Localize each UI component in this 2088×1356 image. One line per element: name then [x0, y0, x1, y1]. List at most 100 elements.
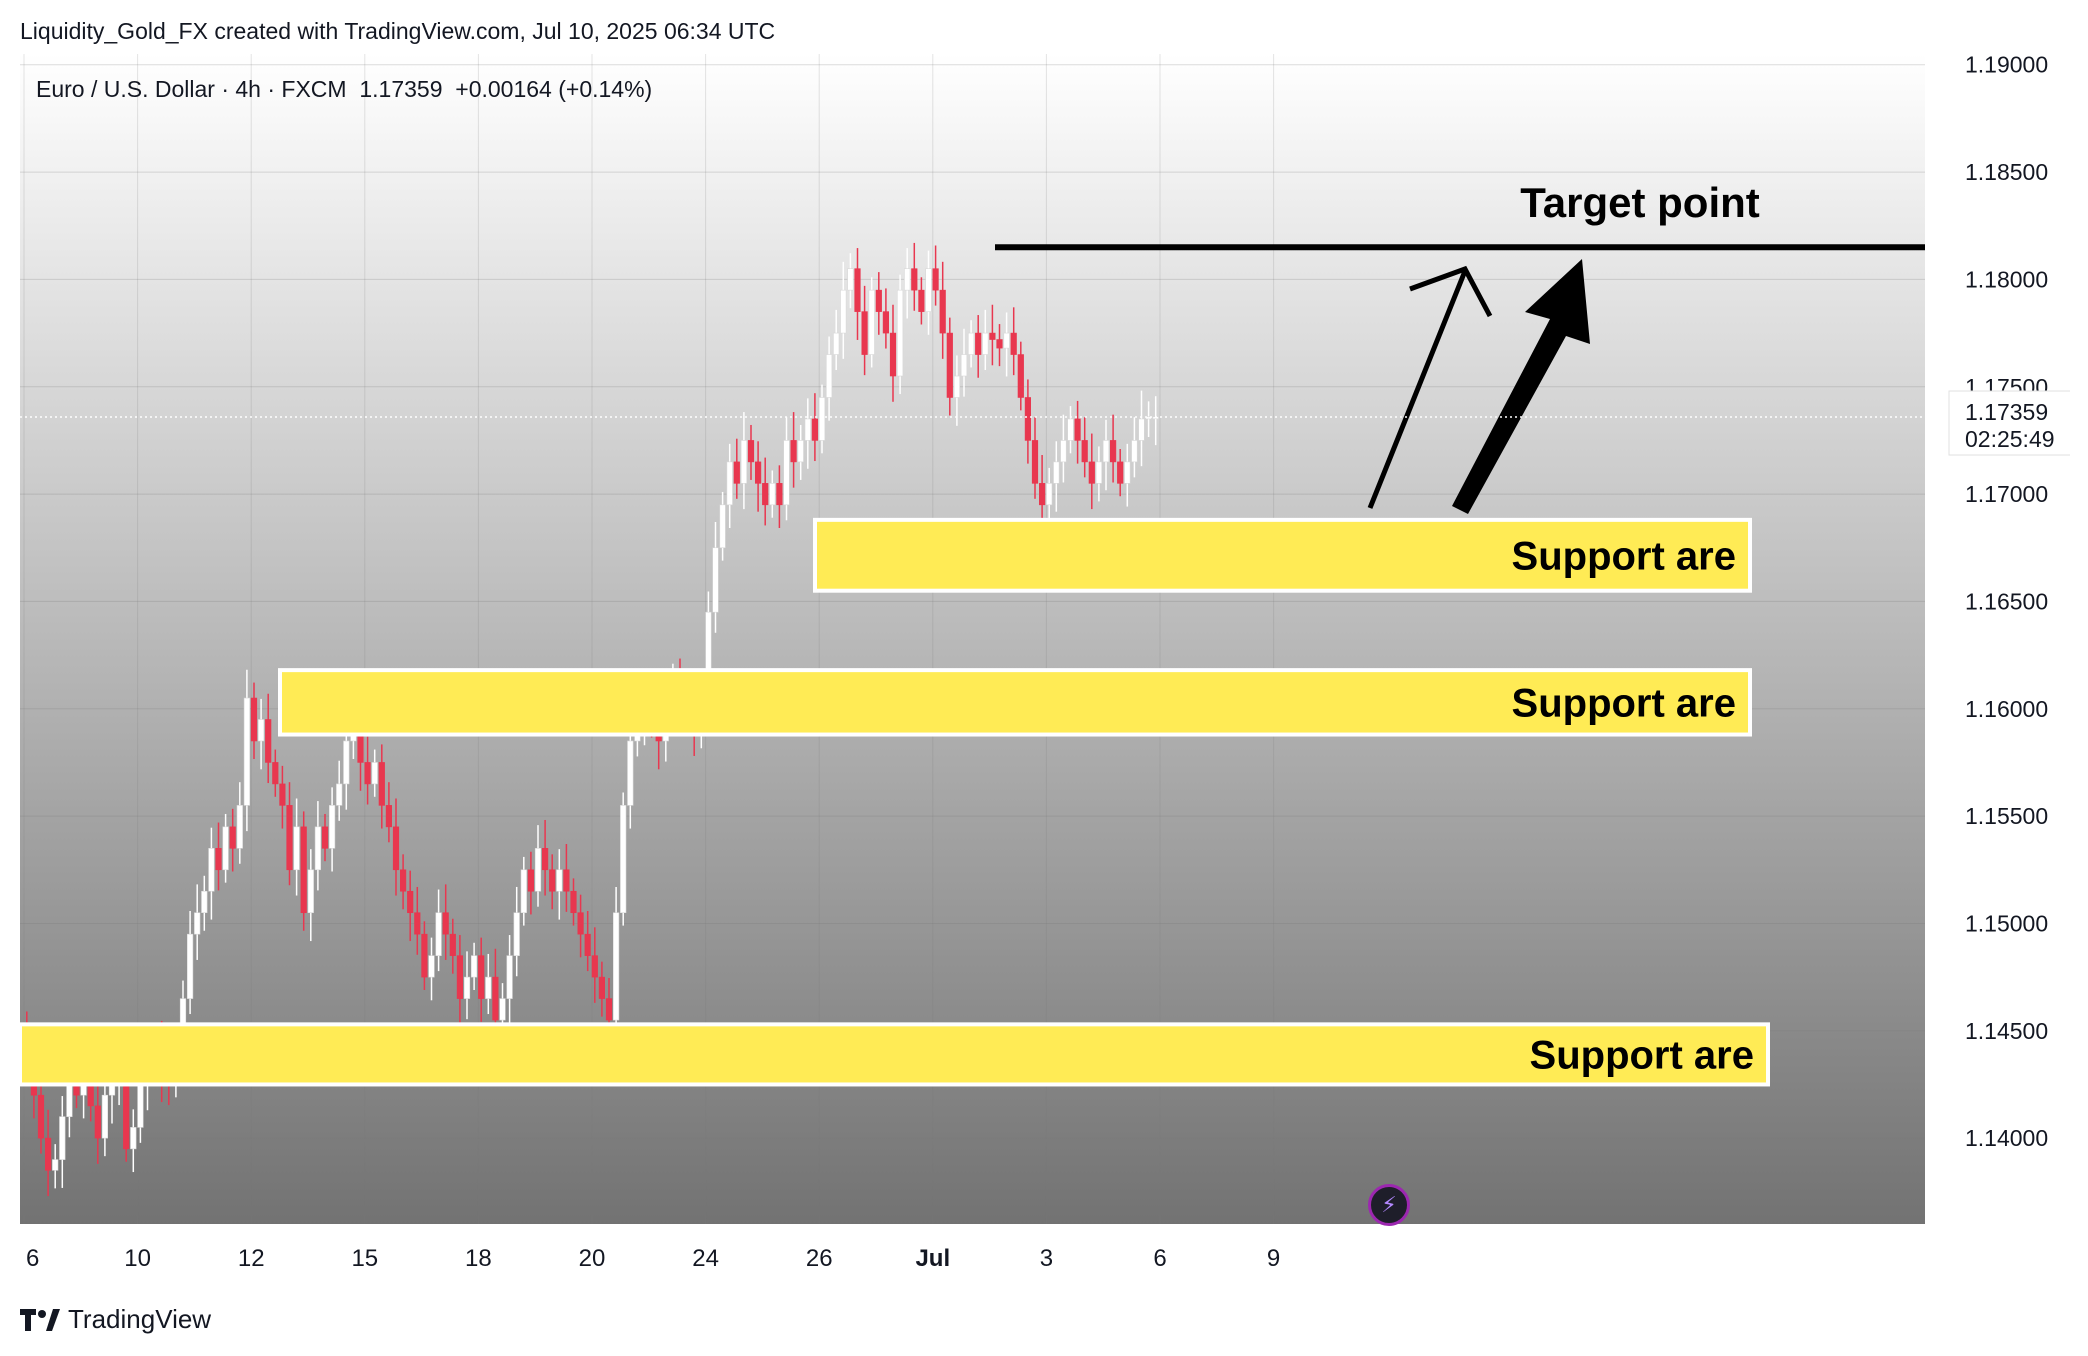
candle-body — [769, 483, 776, 506]
candle-body — [449, 933, 456, 956]
candle-body — [1074, 418, 1081, 441]
candle-body — [804, 418, 811, 441]
candle-body — [1081, 440, 1088, 463]
price-axis: 1.14000 1.14500 1.15000 1.15500 1.16000 1.165… — [1925, 54, 2070, 1286]
candle-body — [783, 440, 790, 506]
candle-body — [904, 268, 911, 291]
candle-body — [726, 461, 733, 506]
arrow-thick — [1452, 259, 1590, 514]
candle-body — [754, 461, 762, 484]
price-tick-label: 1.14000 — [1965, 1125, 2048, 1151]
last-price-label: 1.17359 — [1965, 399, 2048, 425]
candle-body — [236, 805, 243, 849]
candle-body — [1060, 440, 1067, 463]
target-label: Target point — [1520, 179, 1760, 226]
tradingview-logo-icon — [20, 1308, 60, 1331]
candle-body — [222, 826, 229, 871]
candle-body — [953, 375, 960, 398]
price-tick-label: 1.18500 — [1965, 159, 2048, 185]
candle-body — [52, 1159, 59, 1171]
candle-body — [293, 826, 300, 871]
countdown-label: 02:25:49 — [1965, 426, 2055, 452]
candle-body — [833, 332, 840, 355]
candle-body — [534, 848, 542, 892]
candle-body — [712, 547, 719, 613]
candle-body — [250, 697, 258, 742]
footer-brand-label: TradingView — [68, 1304, 212, 1334]
time-tick-label: 9 — [1267, 1245, 1280, 1272]
candle-body — [1124, 461, 1131, 484]
candle-body — [861, 311, 868, 355]
chart-credit: Liquidity_Gold_FX created with TradingVi… — [20, 18, 776, 44]
candle-body — [272, 762, 279, 785]
support-zone-label: Support are — [1512, 681, 1736, 725]
candle-body — [442, 912, 449, 935]
last-price-box — [1948, 390, 2070, 456]
candle-body — [811, 418, 818, 441]
time-tick-label: 12 — [238, 1245, 265, 1272]
candle-body — [733, 461, 740, 484]
candle-body — [627, 740, 634, 806]
candle-body — [556, 869, 563, 892]
candle-body — [1138, 418, 1145, 441]
candle-body — [258, 719, 265, 742]
candle-body — [875, 289, 882, 312]
candle-body — [975, 332, 982, 355]
candle-body — [747, 440, 755, 463]
candle-body — [989, 332, 996, 340]
candle-body — [1095, 461, 1102, 484]
candle-body — [598, 976, 605, 999]
candle-body — [1102, 440, 1110, 463]
candle-body — [279, 783, 286, 806]
candle-body — [1117, 461, 1124, 484]
candle-body — [321, 826, 329, 849]
candle-body — [605, 998, 613, 1021]
candle-body — [201, 890, 208, 914]
candle-body — [982, 332, 989, 355]
footer-brand: TradingView — [20, 1304, 211, 1335]
candle-body — [882, 311, 889, 334]
candle-body — [364, 762, 371, 785]
candle-body — [825, 354, 833, 398]
price-tick-label: 1.18000 — [1965, 266, 2048, 292]
candle-body — [1038, 483, 1046, 506]
candle-body — [208, 848, 215, 892]
candle-body — [918, 289, 925, 312]
candle-body — [343, 740, 350, 785]
candle-body — [435, 912, 442, 956]
candle-body — [1110, 440, 1117, 463]
candle-body — [1145, 416, 1152, 420]
candle-body — [414, 912, 421, 935]
price-tick-label: 1.15500 — [1965, 803, 2048, 829]
candle-body — [101, 1094, 108, 1139]
candle-body — [300, 826, 307, 914]
time-axis-bg — [20, 1224, 1925, 1286]
time-tick-label: 18 — [465, 1245, 492, 1272]
time-tick-label: 26 — [806, 1245, 833, 1272]
candle-body — [591, 955, 598, 978]
candle-body — [1024, 397, 1031, 441]
candle-body — [1088, 461, 1095, 484]
candle-body — [1046, 483, 1053, 506]
candle-body — [37, 1094, 45, 1139]
candle-body — [1003, 332, 1010, 349]
candle-body — [620, 805, 627, 914]
candle-body — [896, 289, 904, 377]
candle-body — [94, 1105, 101, 1139]
arrow-thin-head — [1409, 265, 1493, 318]
chart-area[interactable]: Support are Support are Support are Target… — [20, 54, 2070, 1286]
candle-body — [463, 976, 471, 999]
candle-body — [59, 1116, 66, 1160]
time-tick-label: 3 — [1040, 1245, 1053, 1272]
annotations: Target point — [20, 179, 1925, 514]
candle-body — [854, 268, 861, 312]
candlestick-chart[interactable]: Support are Support are Support are Target… — [20, 54, 2070, 1286]
candle-body — [499, 998, 506, 1021]
candle-body — [584, 933, 591, 956]
candle-body — [478, 955, 485, 999]
candle-body — [378, 762, 385, 806]
flash-icon[interactable]: ⚡ — [1368, 1184, 1410, 1226]
candle-body — [399, 869, 407, 892]
candle-body — [485, 976, 492, 999]
candle-body — [385, 805, 393, 828]
